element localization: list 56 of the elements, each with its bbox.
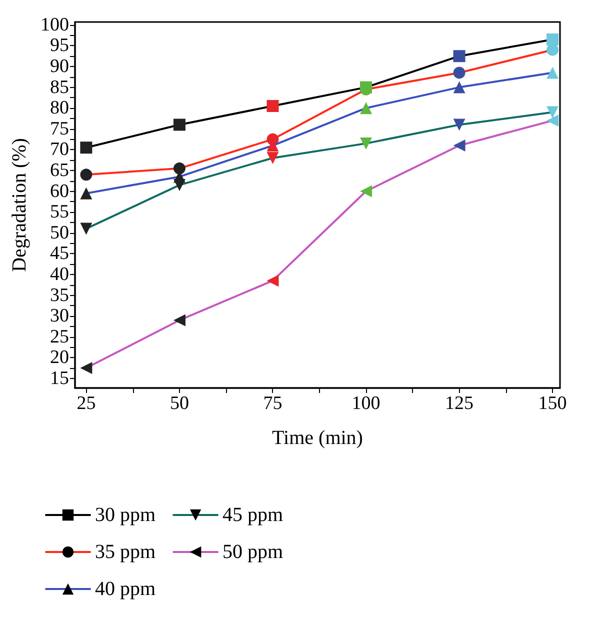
- y-tick-label: 100: [40, 14, 69, 36]
- point: [453, 66, 466, 79]
- x-tick-label: 150: [538, 393, 567, 414]
- legend-label: 35 ppm: [95, 541, 156, 563]
- y-tick-label: 30: [50, 306, 69, 327]
- point: [80, 187, 92, 200]
- y-tick-label: 15: [50, 368, 69, 389]
- y-tick-label: 90: [50, 56, 69, 77]
- point: [453, 50, 466, 62]
- legend-label: 30 ppm: [95, 504, 156, 526]
- point: [546, 66, 559, 79]
- point: [546, 33, 559, 46]
- point: [80, 222, 92, 235]
- point: [266, 100, 279, 112]
- x-tick-label: 125: [445, 393, 474, 414]
- y-tick-label: 85: [50, 76, 69, 98]
- point: [453, 81, 466, 94]
- point: [80, 362, 92, 374]
- x-axis-title: Time (min): [272, 427, 363, 449]
- y-tick-label: 20: [50, 347, 69, 368]
- y-tick-label: 65: [50, 160, 69, 181]
- y-tick-label: 95: [50, 35, 69, 56]
- point: [173, 314, 186, 326]
- y-tick-label: 75: [50, 118, 69, 140]
- legend-label: 50 ppm: [222, 541, 284, 563]
- point: [360, 185, 372, 198]
- y-tick-label: 55: [50, 202, 69, 223]
- point: [453, 140, 466, 152]
- point: [173, 179, 186, 192]
- x-tick-label: 100: [352, 393, 380, 414]
- y-tick-label: 50: [50, 222, 69, 244]
- point: [80, 168, 92, 181]
- y-tick-label: 70: [50, 139, 69, 160]
- point: [173, 162, 186, 174]
- point: [546, 106, 559, 118]
- point: [546, 44, 559, 56]
- x-tick-label: 75: [263, 393, 282, 414]
- point: [360, 102, 372, 114]
- y-tick-label: 60: [50, 180, 69, 202]
- y-tick-label: 80: [50, 98, 69, 119]
- point: [266, 274, 279, 287]
- legend-label: 40 ppm: [95, 578, 156, 600]
- point: [360, 137, 372, 150]
- y-tick-label: 45: [50, 243, 69, 264]
- y-tick-label: 25: [50, 326, 69, 348]
- y-tick-label: 40: [50, 264, 69, 285]
- x-tick-label: 50: [170, 393, 189, 414]
- legend-label: 45 ppm: [222, 504, 284, 526]
- point: [266, 152, 279, 164]
- point: [80, 142, 92, 154]
- x-tick-label: 25: [76, 393, 96, 414]
- point: [453, 118, 466, 131]
- y-axis-title: Degradation (%): [8, 138, 31, 272]
- point: [546, 114, 559, 127]
- y-tick-label: 35: [50, 284, 69, 306]
- point: [173, 118, 186, 131]
